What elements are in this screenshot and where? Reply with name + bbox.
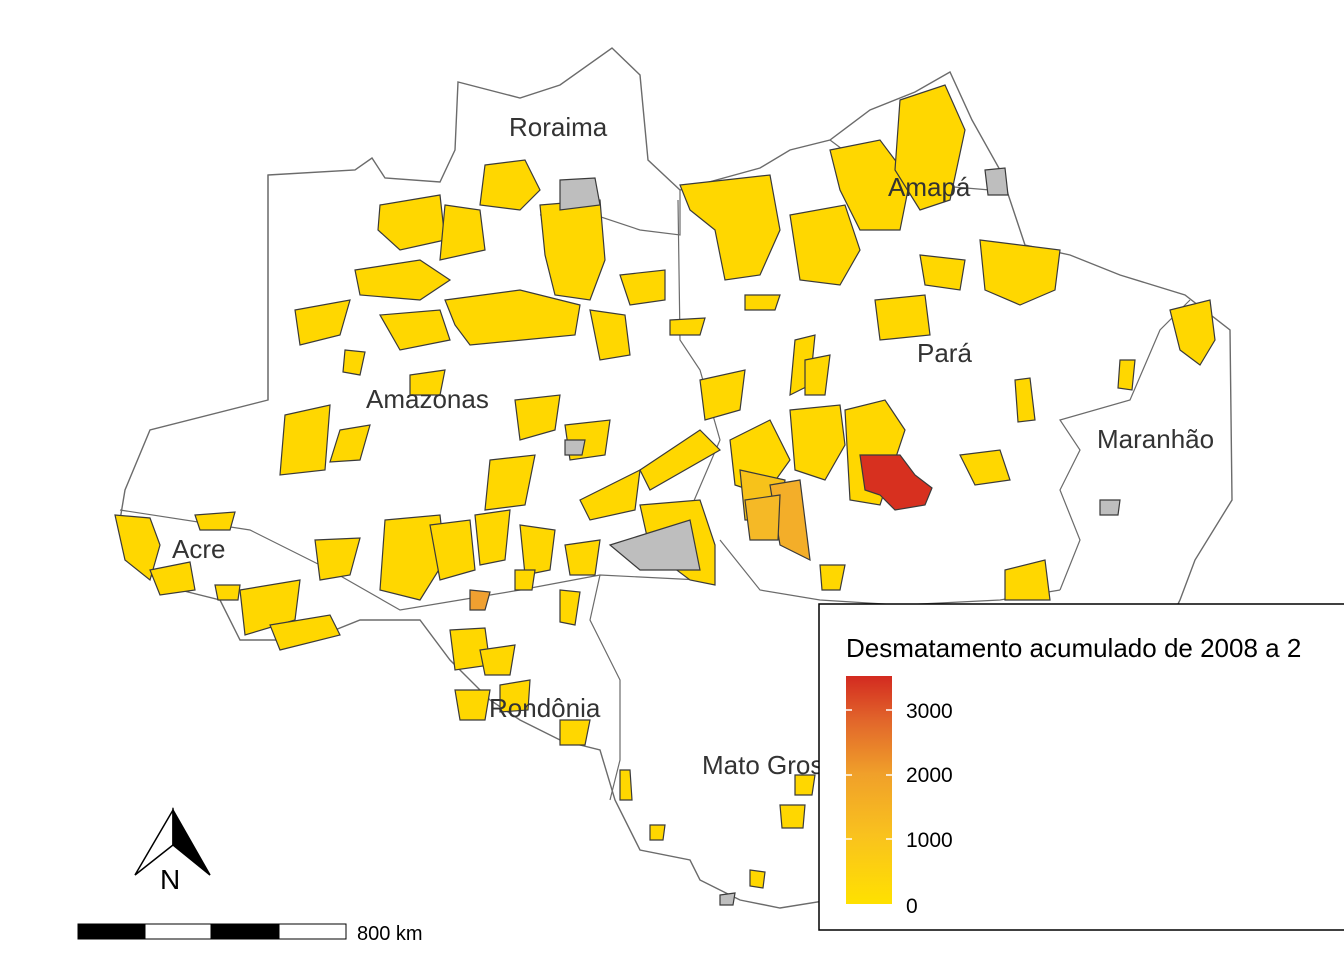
- scale-bar-label: 800 km: [357, 923, 423, 945]
- state-label-amazonas: Amazonas: [366, 384, 489, 414]
- state-label-maranhao: Maranhão: [1097, 424, 1214, 454]
- state-label-amapa: Amapá: [888, 172, 971, 202]
- north-arrow-fill-icon: [172, 807, 211, 876]
- legend-title: Desmatamento acumulado de 2008 a 2: [846, 633, 1301, 663]
- legend-color-bar: [846, 676, 892, 904]
- legend-tick-1000: 1000: [906, 829, 953, 852]
- north-label: N: [160, 864, 180, 895]
- protected-areas: [114, 84, 1216, 906]
- state-label-acre: Acre: [172, 534, 225, 564]
- legend: Desmatamento acumulado de 2008 a 2 3000 …: [818, 603, 1344, 931]
- legend-tick-0: 0: [906, 895, 918, 918]
- north-arrow: N: [134, 807, 211, 895]
- legend-tick-2000: 2000: [906, 764, 953, 787]
- state-label-roraima: Roraima: [509, 112, 608, 142]
- legend-box: [818, 603, 1344, 931]
- scale-bar: 800 km: [77, 923, 423, 945]
- legend-tick-3000: 3000: [906, 700, 953, 723]
- state-label-rondonia: Rondônia: [489, 693, 601, 723]
- state-label-para: Pará: [917, 338, 972, 368]
